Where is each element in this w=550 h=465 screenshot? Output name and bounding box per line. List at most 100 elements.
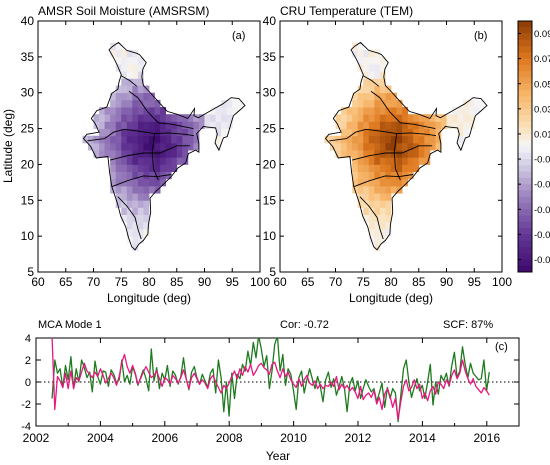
heatmap-cell [121,92,128,101]
heatmap-cell [418,121,425,129]
heatmap-cell [391,135,397,144]
heatmap-cell [154,135,161,144]
heatmap-cell [110,114,117,122]
heatmap-cell [385,185,392,194]
heatmap-cell [226,114,233,122]
heatmap-cell [341,135,347,144]
heatmap-cell [379,128,386,137]
heatmap-cell [115,49,122,58]
colorbar-segment [518,184,532,191]
heatmap-cell [368,200,375,208]
x-tick-label: 65 [301,275,315,289]
heatmap-cell [121,114,128,122]
heatmap-cell [132,78,139,86]
heatmap-cell [357,107,364,115]
heatmap-cell [374,185,381,194]
heatmap-cell [160,157,167,165]
heatmap-cell [357,142,364,151]
heatmap-cell [368,157,375,165]
heatmap-cell [165,142,172,151]
heatmap-cell [346,135,353,144]
heatmap-cell [385,200,392,208]
heatmap-cell [363,99,370,108]
heatmap-cell [182,142,189,151]
heatmap-cell [115,92,122,101]
heatmap-cell [182,128,189,137]
colorbar-segment [518,240,532,248]
heatmap-cell [363,171,370,180]
heatmap-cell [132,150,139,158]
heatmap-cell [132,121,139,129]
heatmap-cell [379,92,386,101]
panel-a-title: AMSR Soil Moisture (AMSRSM) [38,4,209,18]
heatmap-cell [149,171,155,180]
heatmap-cell [149,114,155,122]
heatmap-cell [149,121,155,129]
y-tick-label: 4 [25,333,31,345]
heatmap-cell [368,185,375,194]
heatmap-cell [468,99,475,108]
heatmap-cell [126,107,133,115]
heatmap-cell [137,56,144,65]
heatmap-cell [396,121,403,129]
heatmap-cell [391,178,397,187]
heatmap-cell [457,107,464,115]
heatmap-cell [379,157,386,165]
colorbar-segment [518,121,532,129]
heatmap-cell [121,185,128,194]
heatmap-cell [143,185,150,194]
heatmap-cell [368,228,375,237]
colorbar-segment [518,209,532,216]
heatmap-cell [121,71,128,79]
heatmap-cell [110,164,117,172]
x-tick-label: 75 [115,275,129,289]
heatmap-cell [176,142,183,151]
heatmap-cell [126,114,133,122]
colorbar-segment [518,202,532,210]
heatmap-cell [391,171,397,180]
heatmap-cell [379,64,386,72]
heatmap-cell [126,121,133,129]
heatmap-cell [418,135,425,144]
heatmap-cell [363,128,370,137]
heatmap-cell [418,114,425,122]
heatmap-cell [363,78,370,86]
heatmap-cell [137,185,144,194]
heatmap-cell [402,128,409,137]
heatmap-cell [391,128,397,137]
heatmap-cell [429,121,436,129]
heatmap-cell [363,49,370,58]
heatmap-cell [363,200,370,208]
heatmap-cell [99,135,105,144]
colorbar-segment [518,46,532,53]
heatmap-cell [126,164,133,172]
heatmap-cell [396,150,403,158]
heatmap-cell [210,107,216,115]
heatmap-cell [413,135,420,144]
heatmap-cell [379,99,386,108]
panel-c-series [36,338,519,423]
heatmap-cell [115,142,122,151]
heatmap-cell [182,135,189,144]
heatmap-cell [352,142,359,151]
heatmap-cell [143,121,150,129]
heatmap-cell [132,71,139,79]
heatmap-cell [137,114,144,122]
x-tick-label: 2016 [473,431,500,445]
heatmap-cell [385,157,392,165]
heatmap-cell [143,142,150,151]
panel-b-tag: (b) [474,30,487,42]
heatmap-cell [396,171,403,180]
colorbar-segment [518,52,532,60]
colorbar-segment [518,259,532,267]
heatmap-cell [221,114,228,122]
heatmap-cell [413,114,420,122]
panel-a-soil-moisture-map: AMSR Soil Moisture (AMSRSM) (a) 60 65 70 75… [1,4,270,305]
heatmap-cell [374,78,381,86]
heatmap-cell [160,150,167,158]
heatmap-cell [363,71,370,79]
colorbar-frame [517,20,533,273]
heatmap-cell [379,56,386,65]
heatmap-cell [93,150,100,158]
heatmap-cell [396,135,403,144]
